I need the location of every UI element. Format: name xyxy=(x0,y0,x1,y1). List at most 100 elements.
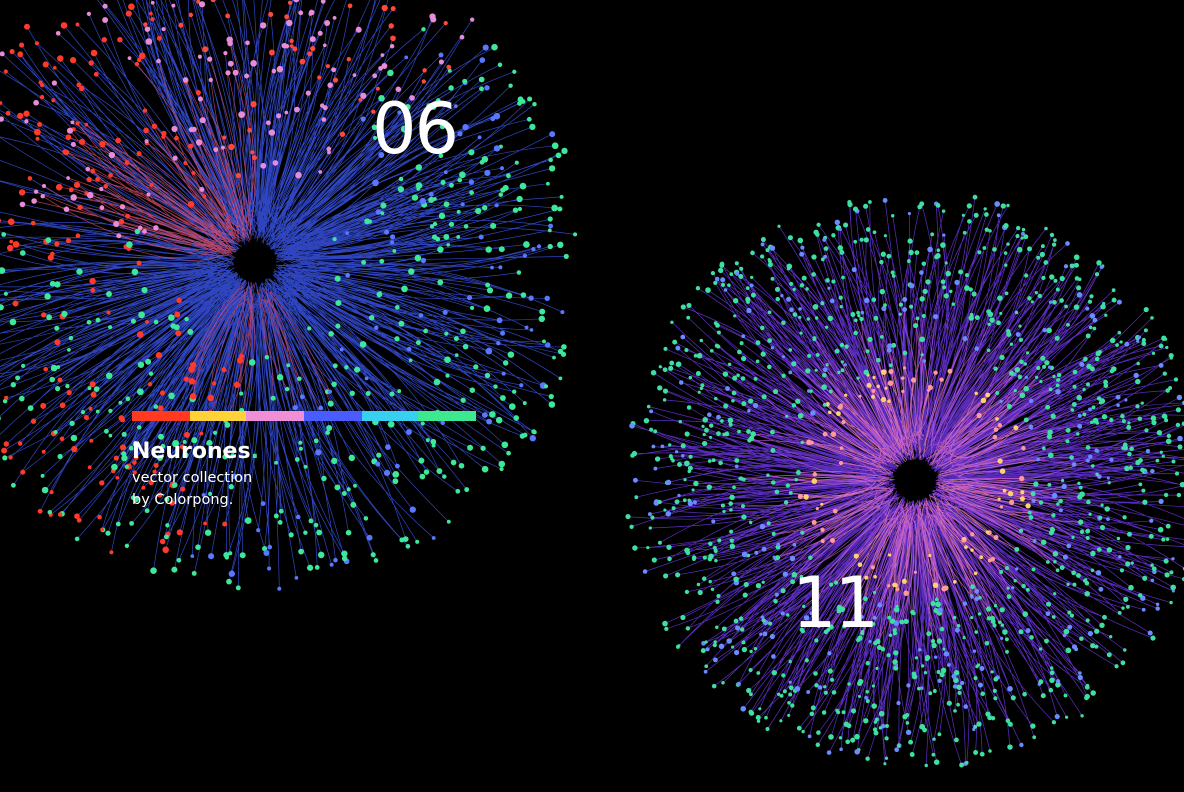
neuron-dot xyxy=(939,626,945,632)
neuron-dot xyxy=(162,546,169,554)
neuron-dot xyxy=(792,312,798,317)
neuron-dot xyxy=(959,762,965,768)
neuron-dot xyxy=(871,394,875,399)
bar-segment xyxy=(362,411,418,421)
neuron-dot xyxy=(879,259,884,265)
neuron-dot xyxy=(687,500,694,507)
neuron-dot xyxy=(1141,488,1146,493)
neuron-dot xyxy=(1062,633,1067,638)
neuron-dot xyxy=(1053,560,1057,564)
neuron-dot xyxy=(772,389,779,395)
neuron-dot xyxy=(876,384,880,389)
neuron-dot xyxy=(191,570,197,576)
neuron-dot xyxy=(460,202,465,207)
neuron-dot xyxy=(191,437,198,444)
neuron-dot xyxy=(1053,592,1057,596)
neuron-dot xyxy=(1162,371,1167,376)
neuron-dot xyxy=(1141,341,1147,347)
neuron-dot xyxy=(888,363,893,368)
neuron-dot xyxy=(871,297,877,303)
neuron-dot xyxy=(792,542,797,547)
neuron-dot xyxy=(88,406,93,411)
neuron-dot xyxy=(101,37,107,43)
neuron-dot xyxy=(172,155,178,161)
neuron-dot xyxy=(39,83,45,88)
neuron-dot xyxy=(1070,408,1075,412)
bar-segment xyxy=(190,411,246,421)
neuron-dot xyxy=(1047,429,1053,435)
neuron-dot xyxy=(893,650,899,656)
neuron-dot xyxy=(767,310,772,315)
neuron-dot xyxy=(729,538,734,543)
neuron-dot xyxy=(993,366,998,371)
neuron-dot xyxy=(775,296,780,302)
neuron-dot xyxy=(872,230,877,235)
neuron-dot xyxy=(90,287,96,293)
neuron-dot xyxy=(555,152,562,159)
neuron-dot xyxy=(642,569,648,574)
neuron-dot xyxy=(1067,624,1073,630)
neuron-dot xyxy=(831,233,836,238)
neuron-dot xyxy=(171,482,178,488)
neuron-dot xyxy=(478,234,484,240)
neuron-dot xyxy=(197,54,202,59)
neuron-dot xyxy=(734,261,739,266)
neuron-dot xyxy=(789,307,794,312)
neuron-dot xyxy=(113,220,120,228)
neuron-dot xyxy=(416,187,421,191)
neuron-dot xyxy=(988,749,992,753)
neuron-dot xyxy=(755,714,761,721)
neuron-dot xyxy=(1128,584,1134,591)
neuron-dot xyxy=(485,347,493,355)
neuron-dot xyxy=(1046,601,1051,607)
neuron-dot xyxy=(788,692,793,697)
neuron-dot xyxy=(1052,551,1059,557)
neuron-dot xyxy=(908,249,914,256)
neuron-dot xyxy=(703,669,708,674)
neuron-dot xyxy=(684,589,690,595)
neuron-dot xyxy=(932,689,937,693)
neuron-dot xyxy=(95,176,100,182)
neuron-dot xyxy=(19,395,25,402)
neuron-dot xyxy=(707,459,712,463)
neuron-dot xyxy=(1136,361,1140,366)
neuron-dot xyxy=(814,638,819,643)
neuron-dot xyxy=(729,529,734,534)
neuron-dot xyxy=(771,669,778,676)
neuron-dot xyxy=(161,130,167,137)
neuron-dot xyxy=(1115,343,1119,347)
neuron-dot xyxy=(909,304,914,309)
neuron-dot xyxy=(906,683,911,688)
neuron-dot xyxy=(884,736,889,741)
neuron-dot xyxy=(936,248,941,252)
neuron-dot xyxy=(928,691,933,696)
neuron-dot xyxy=(1021,583,1026,589)
neuron-dot xyxy=(502,184,509,191)
neuron-dot xyxy=(1013,388,1017,393)
neuron-dot xyxy=(378,152,385,158)
neuron-dot xyxy=(18,189,26,196)
neuron-dot xyxy=(516,270,522,275)
neuron-dot xyxy=(923,671,928,675)
neuron-dot xyxy=(1028,424,1034,430)
bar-segment xyxy=(418,411,476,421)
neuron-dot xyxy=(86,191,94,199)
neuron-dot xyxy=(740,376,746,381)
neuron-dot xyxy=(50,364,58,372)
neuron-dot xyxy=(136,260,142,266)
neuron-dot xyxy=(183,376,189,382)
neuron-dot xyxy=(774,592,779,597)
neuron-dot xyxy=(770,276,775,281)
neuron-dot xyxy=(893,665,899,671)
neuron-dot xyxy=(1085,306,1090,311)
neuron-dot xyxy=(475,207,482,215)
neuron-dot xyxy=(1019,496,1026,502)
neuron-dot xyxy=(992,623,997,628)
neuron-dot xyxy=(433,378,441,386)
neuron-dot xyxy=(1032,735,1037,740)
neuron-dot xyxy=(984,640,990,646)
neuron-dot xyxy=(648,526,652,530)
neuron-dot xyxy=(978,682,983,688)
neuron-dot xyxy=(936,670,941,674)
title-word: Neurones xyxy=(132,439,251,464)
